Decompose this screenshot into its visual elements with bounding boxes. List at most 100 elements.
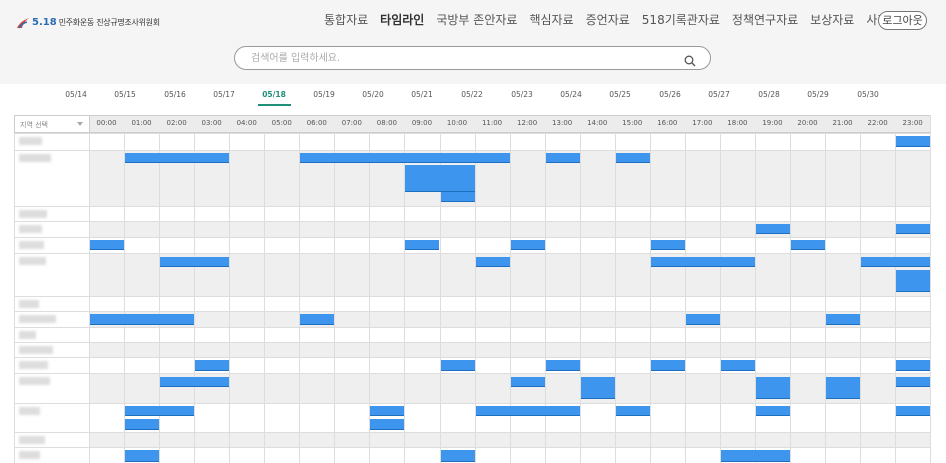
event-bar[interactable] xyxy=(826,314,861,325)
event-bar[interactable] xyxy=(440,192,475,202)
event-bar[interactable] xyxy=(580,377,615,399)
hour-divider xyxy=(649,115,651,463)
date-tab[interactable]: 05/28 xyxy=(758,90,780,99)
hour-divider xyxy=(579,115,581,463)
date-tab-active[interactable]: 05/18 xyxy=(262,90,286,99)
hour-divider xyxy=(299,115,301,463)
event-bar[interactable] xyxy=(370,419,405,430)
row-divider xyxy=(14,150,930,151)
logo[interactable]: 5.18 민주화운동 진상규명조사위원회 xyxy=(16,12,160,32)
event-bar[interactable] xyxy=(650,240,685,250)
nav-item-timeline[interactable]: 타임라인 xyxy=(380,13,425,27)
event-bar[interactable] xyxy=(615,406,650,416)
event-bar[interactable] xyxy=(896,270,931,292)
region-label xyxy=(19,407,40,415)
event-bar[interactable] xyxy=(125,450,160,462)
event-bar[interactable] xyxy=(545,153,580,163)
event-bar[interactable] xyxy=(510,377,545,387)
hour-label: 04:00 xyxy=(236,119,257,127)
event-bar[interactable] xyxy=(90,240,125,250)
search-input[interactable] xyxy=(251,49,671,67)
date-tab[interactable]: 05/29 xyxy=(807,90,829,99)
event-bar[interactable] xyxy=(720,450,790,462)
hour-divider xyxy=(369,115,371,463)
hour-divider xyxy=(895,115,897,463)
event-bar[interactable] xyxy=(896,224,931,234)
nav-item-defense-records[interactable]: 국방부 존안자료 xyxy=(436,13,518,27)
date-tab[interactable]: 05/25 xyxy=(609,90,631,99)
date-tab[interactable]: 05/14 xyxy=(65,90,87,99)
hour-divider xyxy=(229,115,231,463)
event-bar[interactable] xyxy=(475,406,580,416)
region-label xyxy=(19,436,45,444)
event-bar[interactable] xyxy=(615,153,650,163)
event-bar[interactable] xyxy=(650,360,685,371)
event-bar[interactable] xyxy=(896,377,931,387)
nav-item-testimony[interactable]: 증언자료 xyxy=(585,13,630,27)
row-divider xyxy=(14,133,930,134)
date-tab[interactable]: 05/15 xyxy=(114,90,136,99)
row-divider xyxy=(14,447,930,448)
hour-divider xyxy=(825,115,827,463)
search-icon[interactable] xyxy=(684,52,696,67)
event-bar[interactable] xyxy=(826,377,861,399)
hour-label: 13:00 xyxy=(552,119,573,127)
hour-divider xyxy=(930,115,932,463)
date-tab[interactable]: 05/17 xyxy=(213,90,235,99)
date-tab[interactable]: 05/26 xyxy=(659,90,681,99)
hour-divider xyxy=(474,115,476,463)
event-bar[interactable] xyxy=(510,240,545,250)
search-bar xyxy=(234,46,711,70)
event-bar[interactable] xyxy=(440,360,475,371)
event-bar[interactable] xyxy=(125,419,160,430)
hour-label: 06:00 xyxy=(306,119,327,127)
date-tab[interactable]: 05/20 xyxy=(362,90,384,99)
event-bar[interactable] xyxy=(720,360,755,371)
event-bar[interactable] xyxy=(125,406,195,416)
nav-item-compensation[interactable]: 보상자료 xyxy=(810,13,855,27)
date-tab[interactable]: 05/23 xyxy=(511,90,533,99)
nav-item-policy-research[interactable]: 정책연구자료 xyxy=(731,13,799,27)
event-bar[interactable] xyxy=(370,406,405,416)
event-bar[interactable] xyxy=(160,377,230,387)
event-bar[interactable] xyxy=(195,360,230,371)
event-bar[interactable] xyxy=(300,314,335,325)
event-bar[interactable] xyxy=(300,153,510,163)
event-bar[interactable] xyxy=(405,165,475,192)
nav-item-518-archive[interactable]: 518기록관자료 xyxy=(641,13,720,27)
region-select[interactable]: 지역 선택 xyxy=(14,115,90,133)
nav-item-integrated[interactable]: 통합자료 xyxy=(324,13,369,27)
date-tab[interactable]: 05/19 xyxy=(313,90,335,99)
row-divider xyxy=(14,403,930,404)
nav-item-key-records[interactable]: 핵심자료 xyxy=(529,13,574,27)
hour-divider xyxy=(194,115,196,463)
date-tab[interactable]: 05/22 xyxy=(461,90,483,99)
event-bar[interactable] xyxy=(545,360,580,371)
date-tab[interactable]: 05/24 xyxy=(560,90,582,99)
event-bar[interactable] xyxy=(90,314,195,325)
event-bar[interactable] xyxy=(791,240,826,250)
date-tab[interactable]: 05/30 xyxy=(857,90,879,99)
event-bar[interactable] xyxy=(650,257,755,267)
event-bar[interactable] xyxy=(475,257,510,267)
event-bar[interactable] xyxy=(125,153,230,163)
event-bar[interactable] xyxy=(755,377,790,399)
date-tab[interactable]: 05/27 xyxy=(708,90,730,99)
event-bar[interactable] xyxy=(685,314,720,325)
event-bar[interactable] xyxy=(861,257,931,267)
event-bar[interactable] xyxy=(755,224,790,234)
date-tab[interactable]: 05/21 xyxy=(411,90,433,99)
event-bar[interactable] xyxy=(440,450,475,462)
region-select-label: 지역 선택 xyxy=(20,121,48,129)
hour-divider xyxy=(159,115,161,463)
event-bar[interactable] xyxy=(896,136,931,147)
event-bar[interactable] xyxy=(160,257,230,267)
event-bar[interactable] xyxy=(755,406,790,416)
region-label xyxy=(19,451,40,459)
event-bar[interactable] xyxy=(896,360,931,371)
region-label xyxy=(19,361,48,369)
logout-button[interactable]: 로그아웃 xyxy=(878,11,927,30)
event-bar[interactable] xyxy=(405,240,440,250)
date-tab[interactable]: 05/16 xyxy=(164,90,186,99)
event-bar[interactable] xyxy=(896,406,931,416)
